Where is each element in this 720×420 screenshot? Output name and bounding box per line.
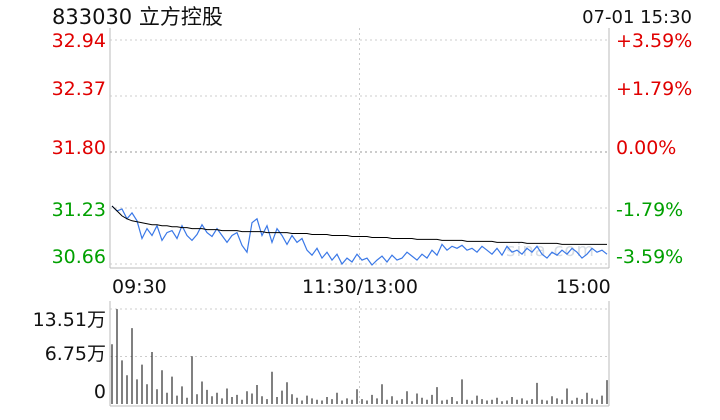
- pct-tick-0: +3.59%: [616, 30, 693, 52]
- price-tick-0: 32.94: [51, 30, 106, 52]
- price-tick-3: 31.23: [51, 199, 106, 221]
- time-tick-open: 09:30: [112, 276, 167, 298]
- price-lines: [111, 205, 608, 266]
- price-tick-2: 31.80: [51, 137, 106, 159]
- pct-tick-1: +1.79%: [616, 78, 693, 100]
- timestamp: 07-01 15:30: [582, 7, 692, 28]
- time-tick-close: 15:00: [556, 276, 611, 298]
- average-line: [111, 205, 607, 245]
- time-tick-midday: 11:30/13:00: [302, 276, 418, 298]
- volume-tick-max: 13.51万: [32, 309, 106, 331]
- pct-tick-2: 0.00%: [616, 137, 677, 159]
- grid-lines: [109, 28, 610, 407]
- pct-tick-4: -3.59%: [616, 246, 684, 268]
- volume-bars: [111, 309, 608, 404]
- stock-title: 833030 立方控股: [52, 5, 223, 29]
- volume-tick-mid: 6.75万: [44, 343, 106, 365]
- price-line: [111, 205, 608, 266]
- watermark: sina.com: [506, 240, 595, 261]
- volume-tick-zero: 0: [93, 381, 106, 403]
- price-tick-1: 32.37: [51, 78, 106, 100]
- price-tick-4: 30.66: [51, 246, 106, 268]
- pct-tick-3: -1.79%: [616, 199, 684, 221]
